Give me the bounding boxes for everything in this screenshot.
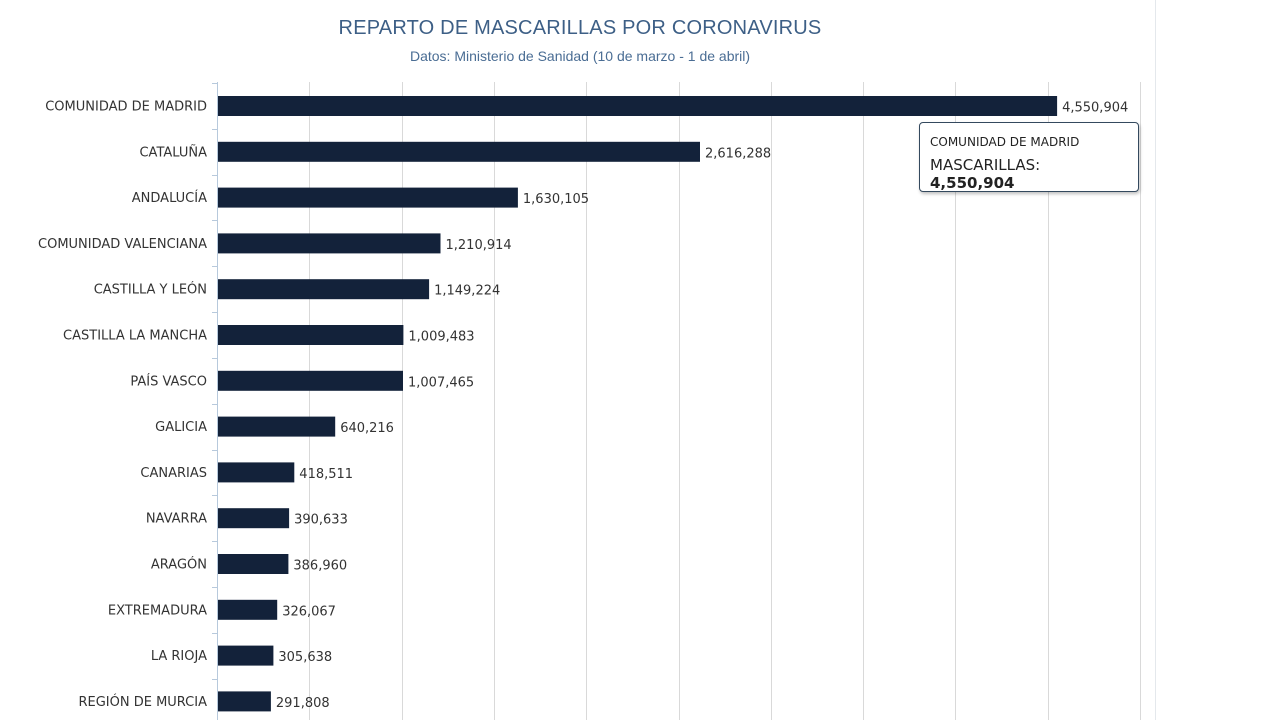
category-label: CATALUÑA — [139, 144, 207, 160]
data-label: 305,638 — [278, 650, 332, 665]
bar[interactable] — [218, 325, 404, 345]
bar[interactable] — [218, 599, 278, 620]
bar[interactable] — [218, 554, 289, 574]
bar[interactable] — [218, 96, 1058, 116]
bar[interactable] — [218, 416, 336, 437]
bar[interactable] — [218, 370, 403, 391]
bar[interactable] — [218, 141, 700, 162]
tooltip-row: MASCARILLAS: 4,550,904 — [930, 156, 1128, 192]
category-label: REGIÓN DE MURCIA — [78, 694, 207, 710]
tooltip-value: 4,550,904 — [930, 174, 1015, 192]
data-label: 291,808 — [276, 696, 330, 711]
data-label: 640,216 — [340, 421, 394, 436]
data-label: 1,149,224 — [434, 284, 500, 299]
category-label: ARAGÓN — [151, 557, 207, 573]
bar[interactable] — [218, 645, 274, 666]
data-label: 1,210,914 — [446, 238, 512, 253]
category-label: ANDALUCÍA — [132, 190, 207, 206]
chart-subtitle: Datos: Ministerio de Sanidad (10 de marz… — [409, 48, 751, 64]
data-label: 386,960 — [293, 559, 347, 574]
panel-divider — [1155, 0, 1156, 720]
category-label: EXTREMADURA — [108, 603, 207, 618]
category-label: GALICIA — [155, 420, 207, 435]
category-label: PAÍS VASCO — [130, 373, 207, 389]
data-label: 4,550,904 — [1062, 101, 1128, 116]
category-label: LA RIOJA — [151, 649, 207, 664]
tooltip-title: COMUNIDAD DE MADRID — [930, 135, 1080, 149]
data-label: 2,616,288 — [705, 146, 771, 161]
tooltip-series-label: MASCARILLAS: — [930, 156, 1041, 174]
chart-title: REPARTO DE MASCARILLAS POR CORONAVIRUS — [338, 17, 822, 39]
category-label: CANARIAS — [140, 466, 207, 481]
category-label: NAVARRA — [146, 512, 207, 527]
category-label: CASTILLA LA MANCHA — [63, 329, 207, 344]
category-label: COMUNIDAD DE MADRID — [45, 100, 207, 115]
bar[interactable] — [218, 462, 295, 483]
bar[interactable] — [218, 187, 518, 208]
data-label: 418,511 — [299, 467, 353, 482]
bar[interactable] — [218, 508, 290, 529]
chart-tooltip: COMUNIDAD DE MADRID MASCARILLAS: 4,550,9… — [919, 122, 1139, 192]
bar[interactable] — [218, 233, 441, 254]
bar[interactable] — [218, 691, 271, 712]
data-label: 1,630,105 — [523, 192, 589, 207]
bar[interactable] — [218, 279, 430, 300]
data-label: 1,009,483 — [408, 330, 474, 345]
category-label: CASTILLA Y LEÓN — [94, 282, 207, 298]
data-label: 326,067 — [282, 604, 336, 619]
data-label: 390,633 — [294, 513, 348, 528]
data-label: 1,007,465 — [408, 375, 474, 390]
category-label: COMUNIDAD VALENCIANA — [38, 237, 207, 252]
